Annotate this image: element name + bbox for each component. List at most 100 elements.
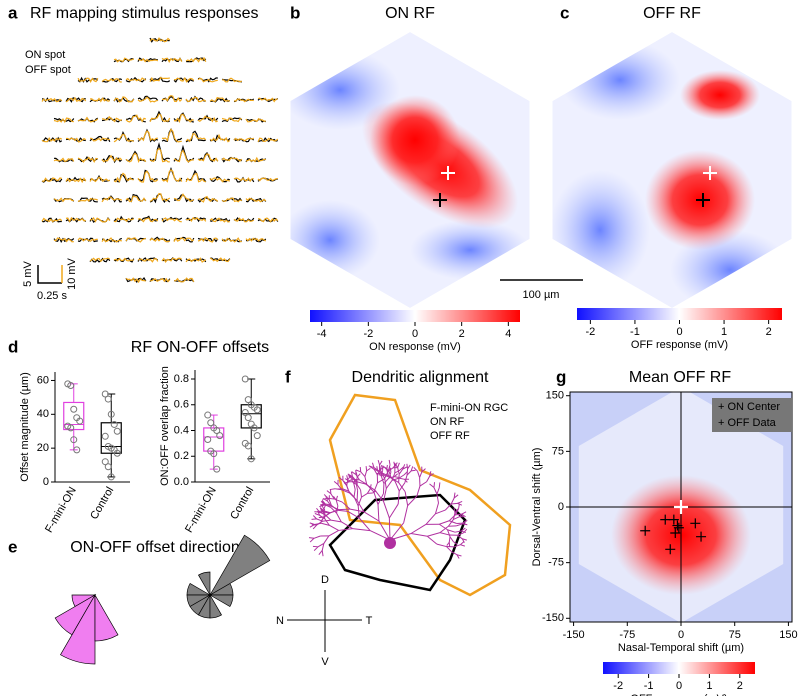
rose-petal — [60, 593, 96, 665]
data-point — [640, 525, 651, 536]
dendrite — [356, 490, 359, 501]
trace — [173, 149, 194, 163]
dendrite — [460, 527, 466, 532]
trace — [125, 77, 147, 82]
dendrite — [384, 474, 392, 479]
trace — [185, 57, 207, 63]
dendrite — [326, 490, 332, 495]
dendrite — [462, 538, 467, 541]
dendrite — [342, 488, 349, 492]
trace — [245, 197, 267, 203]
panel-letter: a — [8, 3, 18, 22]
colorbar-tick-label: -2 — [613, 680, 623, 692]
data-point — [101, 458, 109, 466]
dendrite — [373, 467, 380, 472]
dendrite — [435, 509, 446, 515]
dendrite — [357, 496, 362, 506]
dendrite — [438, 482, 441, 488]
data-point — [244, 396, 252, 404]
trace — [77, 116, 99, 123]
panel-letter: c — [560, 3, 569, 22]
dendrite — [463, 528, 468, 534]
dendrite — [460, 544, 466, 547]
trace — [65, 176, 86, 182]
x-axis-label: Nasal-Temporal shift (µm) — [618, 642, 744, 654]
data-point — [204, 436, 212, 444]
dendrite — [462, 523, 468, 526]
dendrite — [453, 494, 459, 499]
dendrite — [460, 541, 465, 546]
dendrite — [314, 513, 320, 516]
legend-label: ON RF — [430, 416, 465, 428]
trace — [53, 237, 74, 243]
dendrite — [320, 516, 325, 522]
dendrite — [372, 468, 378, 472]
dendrite — [333, 495, 337, 501]
x-tick-label: F-mini-ON — [183, 485, 219, 535]
data-point — [213, 427, 221, 435]
dendrite — [309, 522, 315, 525]
dendrite — [385, 480, 393, 489]
trace — [233, 177, 254, 183]
dendrite — [458, 503, 460, 510]
colorbar-tick-label: 1 — [721, 326, 727, 338]
panel-letter: b — [290, 3, 300, 22]
dendrite — [324, 518, 330, 526]
trace — [137, 96, 158, 103]
trace — [161, 216, 183, 223]
dendrite — [320, 503, 326, 506]
dendrite — [438, 523, 448, 531]
trace — [257, 217, 279, 223]
dendrite — [453, 516, 460, 520]
dendrite — [373, 491, 379, 505]
panel-title: Dendritic alignment — [352, 369, 490, 386]
data-point — [250, 424, 258, 432]
trace — [137, 170, 159, 183]
dendrite — [353, 483, 356, 490]
dendrite — [451, 502, 458, 505]
trace — [162, 94, 183, 103]
dendrite — [330, 493, 335, 500]
legend-label: ON spot — [25, 49, 65, 61]
trace — [113, 257, 134, 262]
dendrite — [323, 504, 327, 510]
trace — [161, 169, 183, 183]
data-point — [216, 432, 224, 440]
trace — [221, 117, 242, 123]
colorbar-tick-label: -2 — [585, 326, 595, 338]
dendrite — [404, 478, 408, 483]
trace — [125, 237, 146, 243]
trace — [245, 158, 267, 163]
trace — [149, 37, 171, 43]
trace — [53, 117, 74, 124]
heatmap — [290, 32, 530, 308]
data-point — [253, 406, 261, 414]
dendrite — [429, 483, 435, 488]
dendrite — [456, 554, 460, 559]
trace — [161, 57, 183, 64]
dendrite — [450, 497, 455, 505]
dendrite — [439, 525, 449, 534]
dendrite — [455, 513, 462, 516]
dendrite — [380, 475, 385, 484]
dendrite — [426, 535, 438, 545]
trace — [257, 97, 279, 103]
trace — [137, 95, 159, 101]
rose-petal — [94, 593, 119, 642]
data-point — [204, 411, 212, 419]
y-tick-label: 60 — [37, 374, 49, 386]
dendrite — [312, 524, 318, 530]
dendrite — [347, 474, 353, 479]
colorbar — [577, 308, 782, 320]
dendrite — [410, 466, 414, 472]
dendrite — [328, 530, 339, 537]
data-point — [668, 514, 679, 525]
dendrite — [353, 496, 359, 507]
y-tick-label: 150 — [546, 390, 564, 402]
x-tick-label: F-mini-ON — [43, 485, 79, 535]
dendrite — [398, 482, 406, 493]
trace — [149, 76, 170, 83]
dendrite — [356, 484, 361, 491]
dendrite — [377, 493, 384, 505]
dendrite — [384, 466, 390, 472]
